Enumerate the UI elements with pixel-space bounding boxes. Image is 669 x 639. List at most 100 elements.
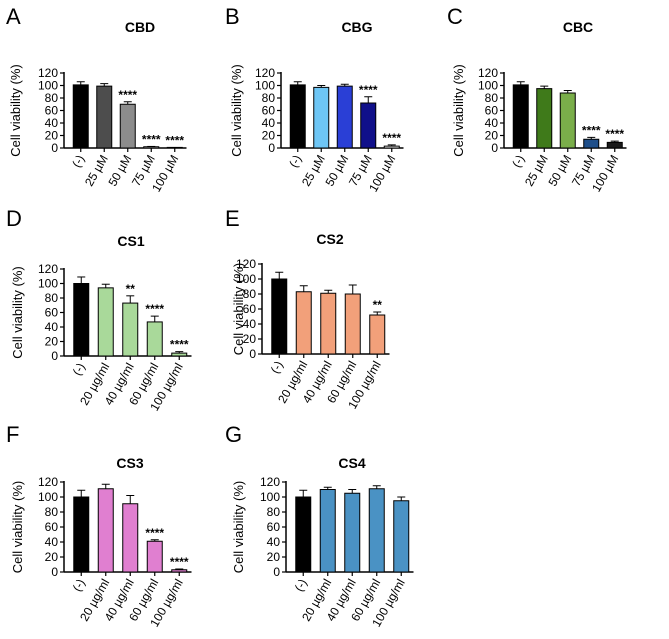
y-tick-label: 100 xyxy=(38,79,58,93)
significance-label: **** xyxy=(170,338,189,352)
bar xyxy=(344,293,361,355)
y-tick-label: 40 xyxy=(45,320,59,334)
bar xyxy=(344,492,361,573)
y-tick-label: 40 xyxy=(45,535,59,549)
x-tick-label: (-) xyxy=(286,153,304,170)
bar xyxy=(559,92,576,149)
y-tick-label: 120 xyxy=(478,66,498,80)
bar xyxy=(171,352,188,357)
y-tick-label: 80 xyxy=(45,505,59,519)
y-tick-label: 20 xyxy=(243,332,257,346)
y-tick-label: 0 xyxy=(249,347,256,361)
bar xyxy=(295,496,312,573)
panel-letter: G xyxy=(225,422,242,447)
bar xyxy=(295,291,312,355)
y-tick-label: 20 xyxy=(262,129,276,143)
bar xyxy=(97,488,114,573)
y-tick-label: 60 xyxy=(243,302,257,316)
bar xyxy=(146,321,163,357)
bar xyxy=(73,283,90,357)
y-tick-label: 20 xyxy=(485,129,499,143)
bar xyxy=(360,102,377,149)
y-tick-label: 0 xyxy=(273,565,280,579)
significance-label: **** xyxy=(170,555,189,569)
bar xyxy=(122,503,139,573)
y-tick-label: 120 xyxy=(236,257,256,271)
y-tick-label: 80 xyxy=(262,91,276,105)
significance-label: **** xyxy=(359,83,378,97)
panel-letter: B xyxy=(225,4,240,29)
bar xyxy=(97,287,114,357)
y-tick-label: 20 xyxy=(45,335,59,349)
y-tick-label: 40 xyxy=(243,317,257,331)
x-tick-label: (-) xyxy=(69,153,87,170)
significance-label: **** xyxy=(582,123,601,137)
y-tick-label: 60 xyxy=(45,520,59,534)
bar xyxy=(319,489,336,573)
panel-letter: A xyxy=(6,4,21,29)
bar xyxy=(393,500,410,573)
bar xyxy=(583,138,600,149)
bar xyxy=(146,540,163,573)
y-tick-label: 0 xyxy=(268,141,275,155)
bar xyxy=(383,145,400,149)
bar xyxy=(606,141,623,149)
significance-label: **** xyxy=(382,131,401,145)
bar xyxy=(289,84,306,149)
y-axis-label: Cell viability (%) xyxy=(10,266,25,358)
y-tick-label: 40 xyxy=(45,116,59,130)
y-tick-label: 80 xyxy=(45,291,59,305)
bar xyxy=(119,103,136,149)
significance-label: **** xyxy=(165,134,184,148)
x-tick-label: (-) xyxy=(70,361,88,378)
panel-letter: C xyxy=(447,4,463,29)
y-tick-label: 100 xyxy=(478,79,498,93)
chart-title: CS3 xyxy=(116,455,143,471)
y-tick-label: 80 xyxy=(45,91,59,105)
y-tick-label: 120 xyxy=(38,475,58,489)
y-tick-label: 100 xyxy=(255,79,275,93)
y-tick-label: 80 xyxy=(243,287,257,301)
y-tick-label: 60 xyxy=(45,104,59,118)
y-tick-label: 0 xyxy=(51,349,58,363)
bar xyxy=(368,488,385,573)
y-tick-label: 100 xyxy=(38,277,58,291)
y-tick-label: 20 xyxy=(267,550,281,564)
y-tick-label: 80 xyxy=(267,505,281,519)
y-tick-label: 40 xyxy=(262,116,276,130)
y-tick-label: 20 xyxy=(45,129,59,143)
panel-letter: D xyxy=(6,206,22,231)
y-tick-label: 60 xyxy=(45,306,59,320)
y-axis-label: Cell viability (%) xyxy=(8,64,23,156)
y-tick-label: 100 xyxy=(236,272,256,286)
bar xyxy=(313,86,330,149)
y-tick-label: 120 xyxy=(38,66,58,80)
bar xyxy=(320,292,337,355)
y-axis-label: Cell viability (%) xyxy=(10,481,25,573)
y-axis-label: Cell viability (%) xyxy=(231,481,246,573)
chart-title: CBD xyxy=(125,19,155,35)
significance-label: ** xyxy=(373,298,383,312)
bar xyxy=(96,85,113,149)
significance-label: **** xyxy=(142,132,161,146)
chart-title: CS1 xyxy=(117,233,144,249)
y-tick-label: 0 xyxy=(491,141,498,155)
bar xyxy=(512,84,529,149)
bar xyxy=(171,569,188,573)
x-tick-label: (-) xyxy=(70,577,88,594)
panel-letter: F xyxy=(6,422,19,447)
y-tick-label: 120 xyxy=(260,475,280,489)
significance-label: **** xyxy=(145,302,164,316)
y-tick-label: 60 xyxy=(485,104,499,118)
y-axis-label: Cell viability (%) xyxy=(451,64,466,156)
bar xyxy=(72,84,89,149)
bar xyxy=(122,302,139,357)
y-axis-label: Cell viability (%) xyxy=(231,263,246,355)
